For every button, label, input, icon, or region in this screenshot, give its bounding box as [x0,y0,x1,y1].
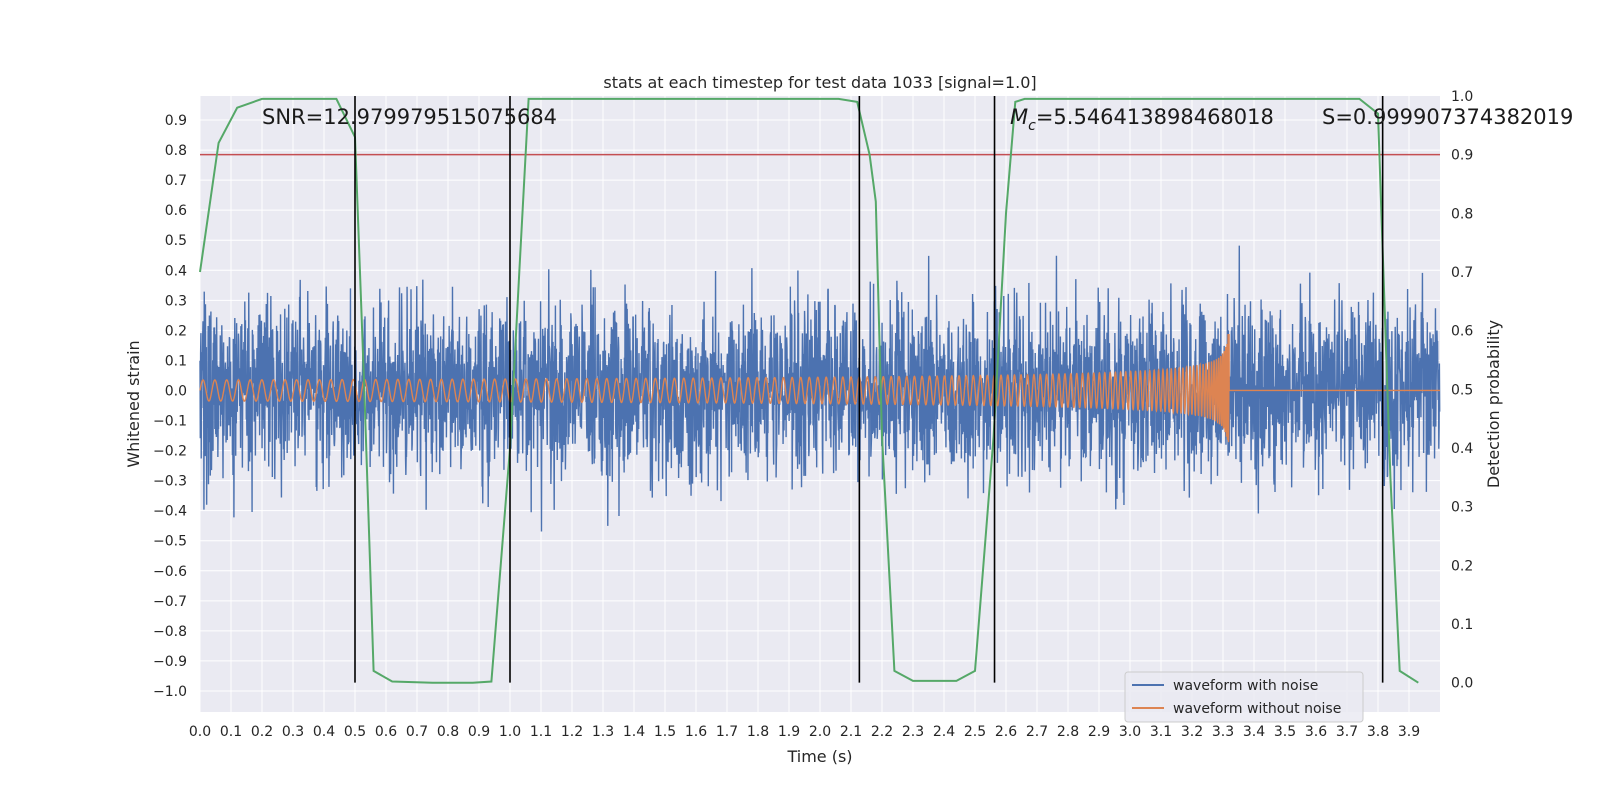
y-tick-labels: −1.0 −0.9 −0.8 −0.7 −0.6 −0.5 −0.4 −0.3 −0.2 −0.1… [153,113,187,700]
x-tick-label: 1.4 [623,724,645,740]
waveform-with-noise-series [199,245,1441,532]
y-tick-label: −0.2 [153,444,187,460]
y2-tick-label: 0.0 [1451,676,1473,692]
x-tick-label: 1.1 [530,724,552,740]
y-tick-label: 0.9 [165,113,187,129]
x-tick-label: 3.0 [1119,724,1141,740]
y2-tick-labels: 0.0 0.1 0.2 0.3 0.4 0.5 0.6 0.7 0.8 0.9 1.0 [1451,89,1473,692]
x-tick-label: 2.6 [995,724,1017,740]
y-tick-label: 0.1 [165,353,187,369]
x-tick-label: 1.9 [778,724,800,740]
x-tick-label: 2.8 [1057,724,1079,740]
chart-title: stats at each timestep for test data 103… [603,73,1036,92]
y2-tick-label: 0.6 [1451,324,1473,340]
x-tick-label: 1.8 [747,724,769,740]
waveform-without-noise-series [199,334,1440,443]
legend: waveform with noise waveform without noi… [1124,671,1364,723]
y-tick-label: 0.4 [165,263,187,279]
y-tick-label: 0.2 [165,323,187,339]
x-tick-label: 1.2 [561,724,583,740]
legend-label-clean: waveform without noise [1173,701,1341,717]
y-tick-label: 0.3 [165,293,187,309]
y2-tick-label: 0.5 [1451,382,1473,398]
score-annotation: S=0.999907374382019 [1322,105,1573,129]
x-tick-label: 0.9 [468,724,490,740]
x-tick-label: 2.1 [840,724,862,740]
noise-waveform-line [199,245,1441,532]
vertical-markers [354,96,1384,683]
x-tick-label: 2.2 [871,724,893,740]
x-tick-label: 3.7 [1336,724,1358,740]
y-tick-label: −0.1 [153,414,187,430]
x-tick-label: 2.4 [933,724,955,740]
x-tick-label: 0.6 [375,724,397,740]
y2-tick-label: 0.2 [1451,558,1473,574]
y2-tick-label: 0.4 [1451,441,1473,457]
x-tick-label: 3.9 [1398,724,1420,740]
y-tick-label: −0.4 [153,504,187,520]
y-tick-label: −0.5 [153,534,187,550]
y2-tick-label: 0.8 [1451,206,1473,222]
x-tick-label: 0.0 [189,724,211,740]
x-tick-label: 0.3 [282,724,304,740]
x-tick-label: 3.6 [1305,724,1327,740]
chirp-mass-symbol: M [1010,105,1028,129]
y2-tick-label: 1.0 [1451,89,1473,105]
x-tick-label: 0.1 [220,724,242,740]
y2-tick-label: 0.7 [1451,265,1473,281]
x-tick-label: 0.2 [251,724,273,740]
x-tick-label: 1.3 [592,724,614,740]
x-tick-label: 0.4 [313,724,335,740]
y-axis-label: Whitened strain [124,340,143,467]
x-tick-label: 3.8 [1367,724,1389,740]
x-tick-label: 1.0 [499,724,521,740]
y-tick-label: −0.3 [153,474,187,490]
chirp-mass-value: =5.546413898468018 [1036,105,1274,129]
y-tick-label: −0.7 [153,594,187,610]
clean-waveform-line [199,334,1440,443]
x-tick-label: 3.5 [1274,724,1296,740]
chirp-mass-subscript: c [1028,118,1036,134]
y-tick-label: −0.8 [153,624,187,640]
y-tick-label: 0.0 [165,383,187,399]
x-tick-label: 1.7 [716,724,738,740]
legend-label-noise: waveform with noise [1173,678,1318,694]
y-tick-label: −0.9 [153,654,187,670]
y2-tick-label: 0.3 [1451,500,1473,516]
x-tick-label: 0.7 [406,724,428,740]
snr-annotation: SNR=12.979979515075684 [262,105,557,129]
y-tick-label: 0.8 [165,143,187,159]
x-tick-label: 3.3 [1212,724,1234,740]
chirp-mass-annotation: Mc=5.546413898468018 [1010,105,1274,134]
x-tick-label: 2.5 [964,724,986,740]
x-axis-label: Time (s) [786,747,852,766]
x-tick-label: 3.1 [1150,724,1172,740]
y2-tick-label: 0.9 [1451,148,1473,164]
y-tick-label: 0.7 [165,173,187,189]
y2-tick-label: 0.1 [1451,617,1473,633]
x-tick-label: 3.2 [1181,724,1203,740]
x-tick-label: 2.7 [1026,724,1048,740]
y-tick-label: −1.0 [153,684,187,700]
x-tick-label: 1.5 [654,724,676,740]
legend-box [1124,671,1364,723]
x-tick-label: 2.9 [1088,724,1110,740]
x-tick-label: 2.0 [809,724,831,740]
y-tick-label: 0.6 [165,203,187,219]
x-tick-labels: 0.0 0.1 0.2 0.3 0.4 0.5 0.6 0.7 0.8 0.9 1.0 1.1 1.2 1… [189,724,1420,740]
y-tick-label: 0.5 [165,233,187,249]
x-tick-label: 0.5 [344,724,366,740]
x-tick-label: 2.3 [902,724,924,740]
x-tick-label: 3.4 [1243,724,1265,740]
y-tick-label: −0.6 [153,564,187,580]
y2-axis-label: Detection probability [1484,320,1503,488]
x-tick-label: 1.6 [685,724,707,740]
x-tick-label: 0.8 [437,724,459,740]
